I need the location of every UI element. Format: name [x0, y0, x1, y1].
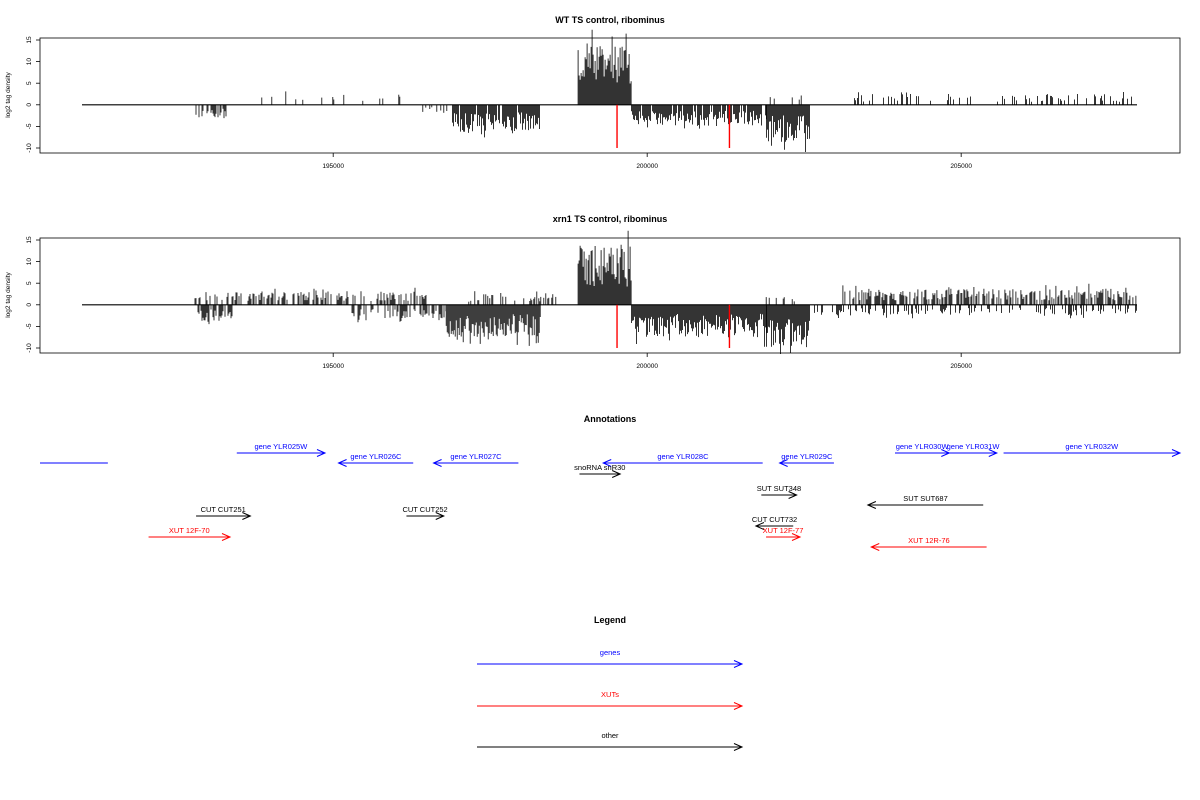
- annotation-feature: gene YLR026C: [337, 452, 414, 467]
- y-tick-label: -10: [26, 143, 33, 153]
- legend-label: other: [601, 731, 619, 740]
- y-tick-label: -10: [26, 343, 33, 353]
- arrowhead: [870, 543, 880, 551]
- y-tick-label: 0: [26, 303, 33, 307]
- arrowhead: [733, 660, 744, 668]
- feature-label: gene YLR026C: [350, 452, 402, 461]
- feature-label: XUT 12F-70: [169, 526, 210, 535]
- legend-label: XUTs: [601, 690, 619, 699]
- annotation-feature: gene YLR032W: [1003, 442, 1182, 457]
- x-tick-label: 195000: [322, 363, 344, 370]
- feature-label: CUT CUT732: [752, 515, 797, 524]
- y-axis-label: log2 tag density: [5, 71, 12, 117]
- annotation-feature: XUT 12R-76: [870, 536, 987, 551]
- feature-label: gene YLR028C: [657, 452, 709, 461]
- legend-item: genes: [477, 648, 744, 668]
- x-tick-label: 200000: [636, 363, 658, 370]
- annotation-feature: CUT CUT252: [402, 505, 448, 520]
- x-tick-label: 205000: [950, 163, 972, 170]
- arrowhead: [754, 522, 765, 530]
- arrowhead: [733, 743, 744, 751]
- x-tick-label: 195000: [322, 163, 344, 170]
- y-axis-label: log2 tag density: [5, 271, 12, 317]
- plot-frame: [39, 37, 1181, 154]
- axis-marks: -10 -5 0 5 10 15 195000 200000 205000: [26, 36, 1137, 170]
- feature-label: gene YLR029C: [781, 452, 833, 461]
- annotation-feature: XUT 12F-70: [148, 526, 232, 541]
- panel-title: WT TS control, ribominus: [555, 15, 665, 25]
- arrowhead: [733, 702, 744, 710]
- arrowhead: [778, 459, 788, 467]
- y-tick-label: -5: [26, 323, 33, 329]
- annotation-feature: gene YLR029C: [778, 452, 834, 467]
- y-tick-label: 10: [26, 58, 33, 66]
- arrowhead: [432, 459, 442, 467]
- arrowhead: [988, 449, 999, 457]
- annotations-track: Annotations gene YLR025W gene YLR026C gene…: [40, 414, 1182, 551]
- arrowhead: [242, 512, 252, 520]
- feature-label: CUT CUT251: [201, 505, 246, 514]
- xrn1-density-panel: xrn1 TS control, ribominus log2 tag dens…: [5, 214, 1181, 370]
- feature-label: gene YLR030W: [896, 442, 950, 451]
- density-bars: [195, 29, 1132, 152]
- arrowhead: [866, 501, 877, 509]
- arrowhead: [316, 449, 327, 457]
- feature-label: gene YLR025W: [254, 442, 308, 451]
- panel-title: xrn1 TS control, ribominus: [553, 214, 668, 224]
- feature-label: gene YLR031W: [947, 442, 1001, 451]
- y-tick-label: 15: [26, 236, 33, 244]
- feature-label: SUT SUT348: [757, 484, 801, 493]
- arrowhead: [601, 459, 612, 467]
- legend-label: genes: [600, 648, 621, 657]
- annotation-feature: SUT SUT687: [866, 494, 984, 509]
- arrowhead: [788, 491, 798, 499]
- y-tick-label: 5: [26, 81, 33, 85]
- annotations-title: Annotations: [584, 414, 637, 424]
- arrowhead: [611, 470, 622, 478]
- legend-item: other: [477, 731, 744, 751]
- feature-label: snoRNA snR30: [574, 463, 625, 472]
- annotation-feature: snoRNA snR30: [574, 463, 625, 478]
- feature-label: XUT 12F-77: [763, 526, 804, 535]
- feature-label: CUT CUT252: [402, 505, 447, 514]
- annotation-feature: gene YLR031W: [947, 442, 1001, 457]
- annotation-feature: gene YLR028C: [601, 452, 763, 467]
- feature-label: gene YLR027C: [450, 452, 502, 461]
- plot-frame: [39, 237, 1181, 354]
- wt-density-panel: WT TS control, ribominus log2 tag densit…: [5, 15, 1181, 170]
- legend-item: XUTs: [477, 690, 744, 710]
- y-tick-label: 0: [26, 103, 33, 107]
- legend: Legend genes XUTs other: [477, 615, 744, 751]
- x-tick-label: 200000: [636, 163, 658, 170]
- annotation-feature: CUT CUT732: [752, 515, 797, 530]
- feature-label: gene YLR032W: [1065, 442, 1119, 451]
- arrowhead: [337, 459, 347, 467]
- feature-label: XUT 12R-76: [908, 536, 950, 545]
- y-tick-label: 10: [26, 258, 33, 266]
- annotation-feature: SUT SUT348: [757, 484, 801, 499]
- density-bars: [194, 230, 1137, 354]
- x-tick-label: 205000: [950, 363, 972, 370]
- annotation-feature: CUT CUT251: [196, 505, 252, 520]
- feature-label: SUT SUT687: [903, 494, 947, 503]
- annotation-feature: XUT 12F-77: [763, 526, 804, 541]
- annotation-feature: gene YLR030W: [895, 442, 951, 457]
- annotation-feature: gene YLR025W: [236, 442, 327, 457]
- axis-marks: -10 -5 0 5 10 15 195000 200000 205000: [26, 236, 1137, 370]
- arrowhead: [221, 533, 232, 541]
- arrowhead: [1171, 449, 1182, 457]
- arrowhead: [791, 533, 802, 541]
- y-tick-label: -5: [26, 123, 33, 129]
- y-tick-label: 15: [26, 36, 33, 44]
- arrowhead: [435, 512, 445, 520]
- legend-title: Legend: [594, 615, 626, 625]
- y-tick-label: 5: [26, 281, 33, 285]
- annotation-feature: gene YLR027C: [432, 452, 519, 467]
